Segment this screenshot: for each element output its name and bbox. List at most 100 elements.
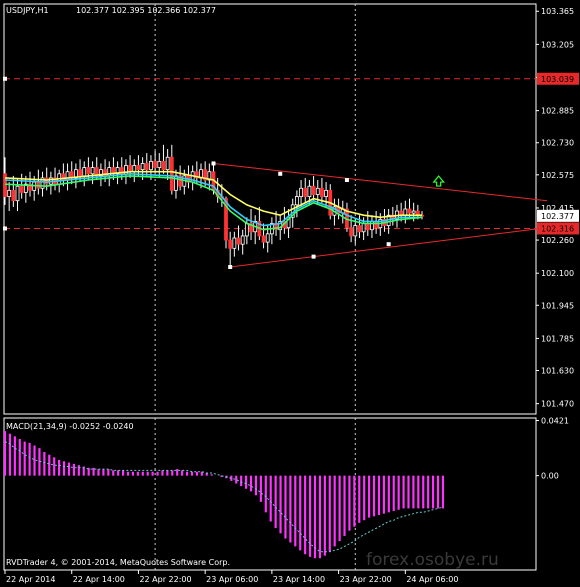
- candle[interactable]: [269, 217, 274, 245]
- candle[interactable]: [207, 163, 212, 191]
- candle[interactable]: [194, 161, 199, 185]
- candle-body: [320, 187, 324, 197]
- level-anchor: [3, 226, 7, 231]
- candle[interactable]: [265, 225, 270, 253]
- candle-body: [265, 233, 270, 243]
- candle[interactable]: [370, 215, 374, 238]
- candle[interactable]: [203, 161, 208, 187]
- candle[interactable]: [315, 180, 320, 205]
- candle[interactable]: [69, 161, 74, 185]
- candle-body: [365, 223, 370, 231]
- y-tick-label: 102.415: [541, 204, 574, 213]
- price-pane[interactable]: 103.365103.205103.045102.885102.730102.5…: [3, 3, 579, 415]
- candle[interactable]: [161, 144, 166, 174]
- y-tick-label: 102.885: [541, 107, 574, 116]
- candle[interactable]: [82, 161, 87, 187]
- candle-body: [194, 171, 199, 179]
- candle[interactable]: [345, 202, 349, 232]
- candle[interactable]: [65, 163, 70, 191]
- y-tick-label: 0.00: [541, 472, 559, 481]
- candle-body: [261, 235, 266, 243]
- candle[interactable]: [349, 215, 354, 243]
- candle[interactable]: [111, 157, 116, 181]
- y-tick-label: 103.205: [541, 40, 574, 49]
- x-tick-label: 23 Apr 22:00: [340, 575, 392, 584]
- candle[interactable]: [232, 231, 237, 257]
- candle-body: [19, 185, 24, 193]
- candle[interactable]: [186, 165, 191, 189]
- candle-body: [157, 160, 162, 168]
- candle[interactable]: [28, 171, 32, 197]
- candle-body: [244, 223, 249, 237]
- candle-body: [294, 196, 299, 206]
- level-price-tag: [537, 72, 579, 85]
- candle-body: [40, 177, 45, 189]
- candle-body: [303, 187, 308, 197]
- y-tick-label: 102.575: [541, 171, 574, 180]
- candle[interactable]: [299, 180, 303, 207]
- candle[interactable]: [320, 177, 324, 203]
- candle[interactable]: [286, 209, 291, 238]
- candle[interactable]: [90, 161, 95, 185]
- level-price-label: 102.316: [541, 224, 574, 233]
- macd-label: MACD(21,34,9) -0.0252 -0.0240: [6, 422, 134, 431]
- candle-body: [236, 237, 241, 245]
- candle[interactable]: [48, 171, 53, 195]
- x-tick-label: 22 Apr 14:00: [73, 575, 125, 584]
- macd-signal-line: [4, 441, 444, 553]
- candle[interactable]: [244, 217, 249, 245]
- candle[interactable]: [294, 190, 299, 218]
- candle[interactable]: [261, 223, 266, 249]
- candle-body: [407, 208, 412, 214]
- candle-body: [361, 223, 366, 233]
- current-price-tag: [537, 209, 579, 222]
- candle-body: [15, 185, 20, 202]
- candle[interactable]: [73, 163, 78, 189]
- candle[interactable]: [19, 173, 24, 199]
- moving-average-line: [4, 172, 422, 227]
- candle[interactable]: [324, 182, 328, 207]
- candle[interactable]: [303, 177, 308, 203]
- candle[interactable]: [311, 175, 316, 201]
- candle[interactable]: [40, 171, 45, 197]
- macd-pane[interactable]: 0.0421 0.00: [3, 416, 569, 571]
- ohlc-readout: 102.377 102.395 102.366 102.377: [76, 6, 216, 15]
- x-tick-label: 23 Apr 14:00: [273, 575, 325, 584]
- candle[interactable]: [132, 159, 137, 183]
- candle[interactable]: [240, 229, 245, 255]
- candle-body: [203, 169, 208, 181]
- swing-marker: [386, 242, 391, 247]
- candle-body: [144, 163, 149, 171]
- candle[interactable]: [236, 225, 241, 251]
- candle[interactable]: [149, 155, 153, 181]
- candle[interactable]: [403, 200, 408, 224]
- candle[interactable]: [3, 157, 7, 205]
- candle[interactable]: [15, 177, 20, 212]
- y-tick-label: 102.100: [541, 269, 574, 278]
- y-tick-label: 103.365: [541, 7, 574, 16]
- candle[interactable]: [374, 211, 379, 234]
- candle[interactable]: [136, 155, 141, 176]
- y-tick-label: 102.730: [541, 139, 574, 148]
- candle[interactable]: [336, 198, 341, 220]
- candle[interactable]: [169, 144, 174, 195]
- candle-body: [178, 175, 183, 187]
- candle[interactable]: [353, 219, 358, 245]
- candle[interactable]: [407, 198, 412, 220]
- candle[interactable]: [157, 153, 162, 178]
- symbol-label: USDJPY,H1: [6, 6, 49, 15]
- candle[interactable]: [153, 151, 158, 174]
- candle[interactable]: [23, 175, 28, 203]
- candle[interactable]: [253, 215, 258, 245]
- candle[interactable]: [190, 165, 195, 191]
- swing-marker: [278, 171, 283, 176]
- candle-body: [357, 225, 362, 233]
- candle[interactable]: [165, 148, 170, 181]
- watermark: forex.osobye.ru: [366, 550, 499, 570]
- candle[interactable]: [94, 157, 99, 181]
- candle-body: [315, 187, 320, 195]
- candle[interactable]: [7, 182, 12, 212]
- candle[interactable]: [174, 169, 178, 199]
- candle[interactable]: [228, 231, 233, 265]
